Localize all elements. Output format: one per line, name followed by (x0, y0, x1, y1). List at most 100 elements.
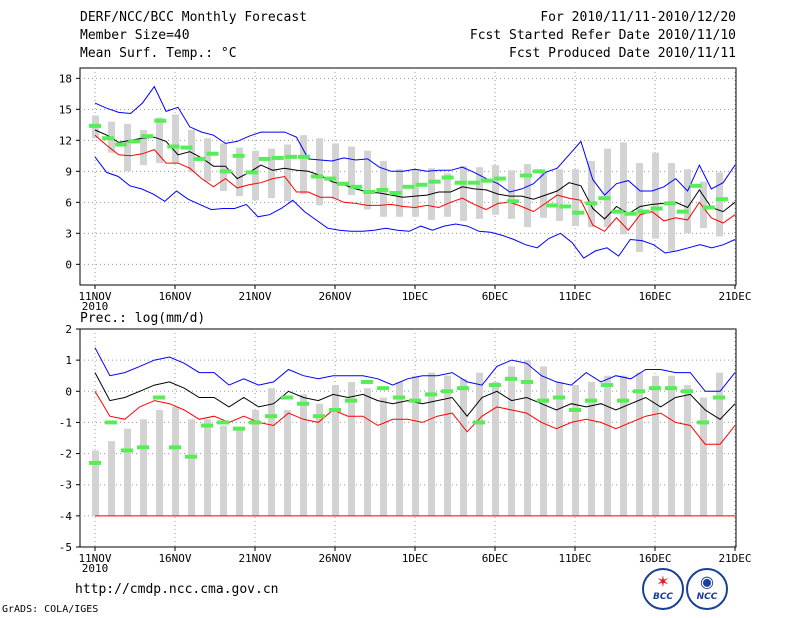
observed-marker (363, 190, 376, 194)
member-size: Member Size=40 (80, 28, 190, 43)
observed-marker (457, 386, 469, 391)
observed-marker (425, 392, 437, 397)
y-tick-label: -2 (59, 448, 72, 461)
spread-bar (364, 150, 371, 210)
y-tick-label: -5 (59, 541, 72, 554)
spread-bar (588, 161, 595, 228)
observed-marker (505, 376, 517, 381)
observed-marker (650, 206, 663, 211)
y-tick-label: 0 (65, 385, 72, 398)
chart-title: DERF/NCC/BCC Monthly Forecast (80, 10, 307, 25)
observed-marker (258, 156, 271, 161)
spread-bar (364, 388, 371, 516)
spread-bar (268, 388, 275, 516)
ncc-logo-icon: ◉ (700, 572, 714, 591)
observed-marker (637, 209, 650, 214)
observed-marker (169, 445, 181, 450)
spread-bar (284, 144, 291, 202)
observed-marker (415, 182, 428, 187)
spread-bar (124, 428, 131, 516)
observed-marker (249, 420, 261, 425)
spread-bar (332, 143, 339, 200)
series-line-max (94, 347, 736, 392)
observed-marker (167, 144, 180, 149)
series-line-lower (94, 134, 736, 232)
source-url[interactable]: http://cmdp.ncc.cma.gov.cn (75, 582, 279, 597)
spread-bar (316, 138, 323, 206)
spread-bar (492, 381, 499, 516)
spread-bar (604, 148, 611, 228)
observed-marker (105, 420, 117, 425)
x-tick-label: 16NOV (158, 552, 191, 565)
x-tick-label: 21NOV (238, 290, 271, 303)
spread-bar (156, 409, 163, 516)
spread-bar (668, 163, 675, 251)
observed-marker (617, 398, 629, 403)
observed-marker (89, 123, 101, 128)
observed-marker (313, 414, 325, 419)
spread-bar (444, 375, 451, 516)
spread-bar (220, 143, 227, 191)
x-tick-label: 1DEC (402, 290, 429, 303)
observed-marker (297, 154, 310, 159)
spread-bar (460, 378, 467, 516)
observed-marker (361, 379, 373, 384)
temp-panel-title: Mean Surf. Temp.: °C (80, 46, 237, 61)
observed-marker (284, 154, 297, 159)
observed-marker (697, 420, 709, 425)
observed-marker (345, 398, 357, 403)
spread-bar (556, 169, 563, 221)
observed-marker (428, 179, 441, 184)
observed-marker (585, 201, 598, 206)
spread-bar (220, 425, 227, 516)
observed-marker (441, 389, 453, 394)
x-tick-label: 16DEC (638, 290, 671, 303)
observed-marker (454, 180, 467, 185)
observed-marker (376, 187, 389, 192)
observed-marker (521, 379, 533, 384)
observed-marker (633, 389, 645, 394)
bcc-logo-text: BCC (652, 592, 674, 602)
spread-bar (684, 385, 691, 516)
observed-marker (713, 395, 725, 400)
x-tick-label: 11NOV (78, 552, 111, 565)
spread-bar (204, 138, 211, 182)
y-tick-label: 15 (59, 103, 72, 116)
spread-bar (172, 406, 179, 516)
observed-marker (537, 398, 549, 403)
spread-bar (460, 166, 467, 221)
x-tick-label: 11DEC (558, 552, 591, 565)
x-tick-label: 16NOV (158, 290, 191, 303)
observed-marker (506, 199, 519, 204)
grads-credit: GrADS: COLA/IGES (2, 604, 99, 615)
observed-marker (520, 173, 533, 178)
spread-bar (652, 375, 659, 516)
spread-bar (444, 173, 451, 217)
spread-bar (300, 135, 307, 195)
spread-bar (300, 394, 307, 516)
observed-marker (689, 183, 702, 188)
spread-bar (700, 181, 707, 229)
observed-marker (649, 386, 661, 391)
spread-bar (540, 366, 547, 516)
observed-marker (553, 395, 565, 400)
spread-bar (684, 169, 691, 234)
spread-bar (172, 114, 179, 164)
spread-bar (508, 366, 515, 516)
x-tick-label: 26NOV (318, 552, 351, 565)
series-line-max (94, 85, 736, 196)
y-tick-label: -3 (59, 479, 72, 492)
observed-marker (206, 151, 219, 156)
x-tick-label: 6DEC (482, 290, 509, 303)
spread-bar (252, 409, 259, 516)
observed-marker (153, 395, 165, 400)
spread-bar (348, 146, 355, 196)
observed-marker (676, 209, 689, 214)
observed-marker (102, 136, 115, 141)
x-tick-label: 21NOV (238, 552, 271, 565)
y-tick-label: 6 (65, 196, 72, 209)
observed-marker (624, 211, 637, 216)
x-tick-label: 6DEC (482, 552, 509, 565)
series-line-min (94, 156, 736, 259)
x-tick-label: 1DEC (402, 552, 429, 565)
